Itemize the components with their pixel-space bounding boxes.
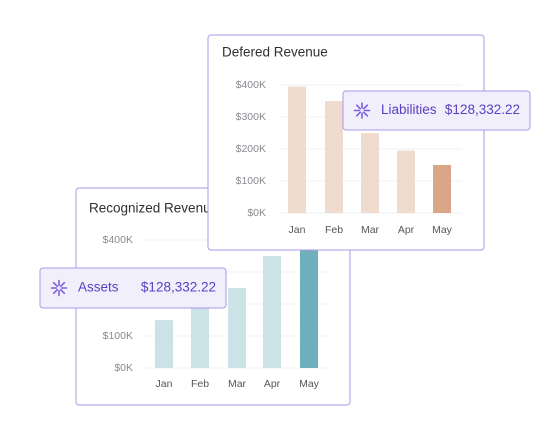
bar — [397, 150, 415, 213]
y-tick-label: $100K — [236, 175, 266, 187]
chart-title: Defered Revenue — [222, 45, 328, 60]
x-tick-label: May — [432, 224, 453, 236]
sparkle-ray — [355, 111, 362, 117]
badge-box — [342, 90, 531, 131]
badge: Assets $128,332.22 — [39, 267, 227, 309]
bar — [361, 133, 379, 213]
bar — [300, 240, 318, 368]
x-tick-label: Jan — [289, 224, 306, 236]
badge-amount: $128,332.22 — [445, 102, 520, 117]
sparkle-ray — [59, 288, 66, 295]
badge-amount: $128,332.22 — [141, 280, 216, 295]
y-tick-label: $300K — [236, 111, 266, 123]
x-tick-label: Apr — [398, 224, 415, 236]
badge-box — [39, 267, 227, 309]
x-tick-label: Feb — [191, 378, 209, 390]
sparkle-ray — [52, 281, 59, 288]
bar — [191, 300, 209, 368]
y-tick-label: $100K — [103, 330, 133, 342]
x-tick-label: Feb — [325, 224, 343, 236]
badge-label: Liabilities — [381, 102, 437, 117]
y-tick-label: $0K — [114, 362, 133, 374]
y-tick-label: $400K — [236, 79, 266, 91]
sparkle-ray — [52, 288, 59, 295]
x-tick-label: Mar — [361, 224, 380, 236]
bar — [288, 86, 306, 213]
sparkle-ray — [59, 281, 66, 288]
y-tick-label: $200K — [236, 143, 266, 155]
bar — [155, 320, 173, 368]
y-tick-label: $400K — [103, 234, 133, 246]
x-tick-label: Jan — [156, 378, 173, 390]
x-tick-label: Apr — [264, 378, 281, 390]
chart-card: Defered Revenue $0K $100K $200K $300K $400K Ja… — [207, 34, 485, 251]
bar — [228, 288, 246, 368]
x-tick-label: May — [299, 378, 320, 390]
y-tick-label: $0K — [247, 207, 266, 219]
bar — [433, 165, 451, 213]
badge: Liabilities $128,332.22 — [342, 90, 531, 131]
bar — [325, 101, 343, 213]
sparkle-ray — [362, 104, 369, 110]
chart-title: Recognized Revenue — [89, 201, 218, 216]
sparkle-ray — [362, 111, 369, 117]
badge-label: Assets — [78, 280, 119, 295]
sparkle-ray — [355, 104, 362, 110]
bar — [263, 256, 281, 368]
x-tick-label: Mar — [228, 378, 247, 390]
